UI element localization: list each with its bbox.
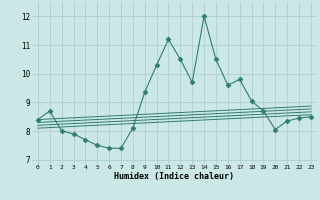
X-axis label: Humidex (Indice chaleur): Humidex (Indice chaleur) [115,172,234,181]
